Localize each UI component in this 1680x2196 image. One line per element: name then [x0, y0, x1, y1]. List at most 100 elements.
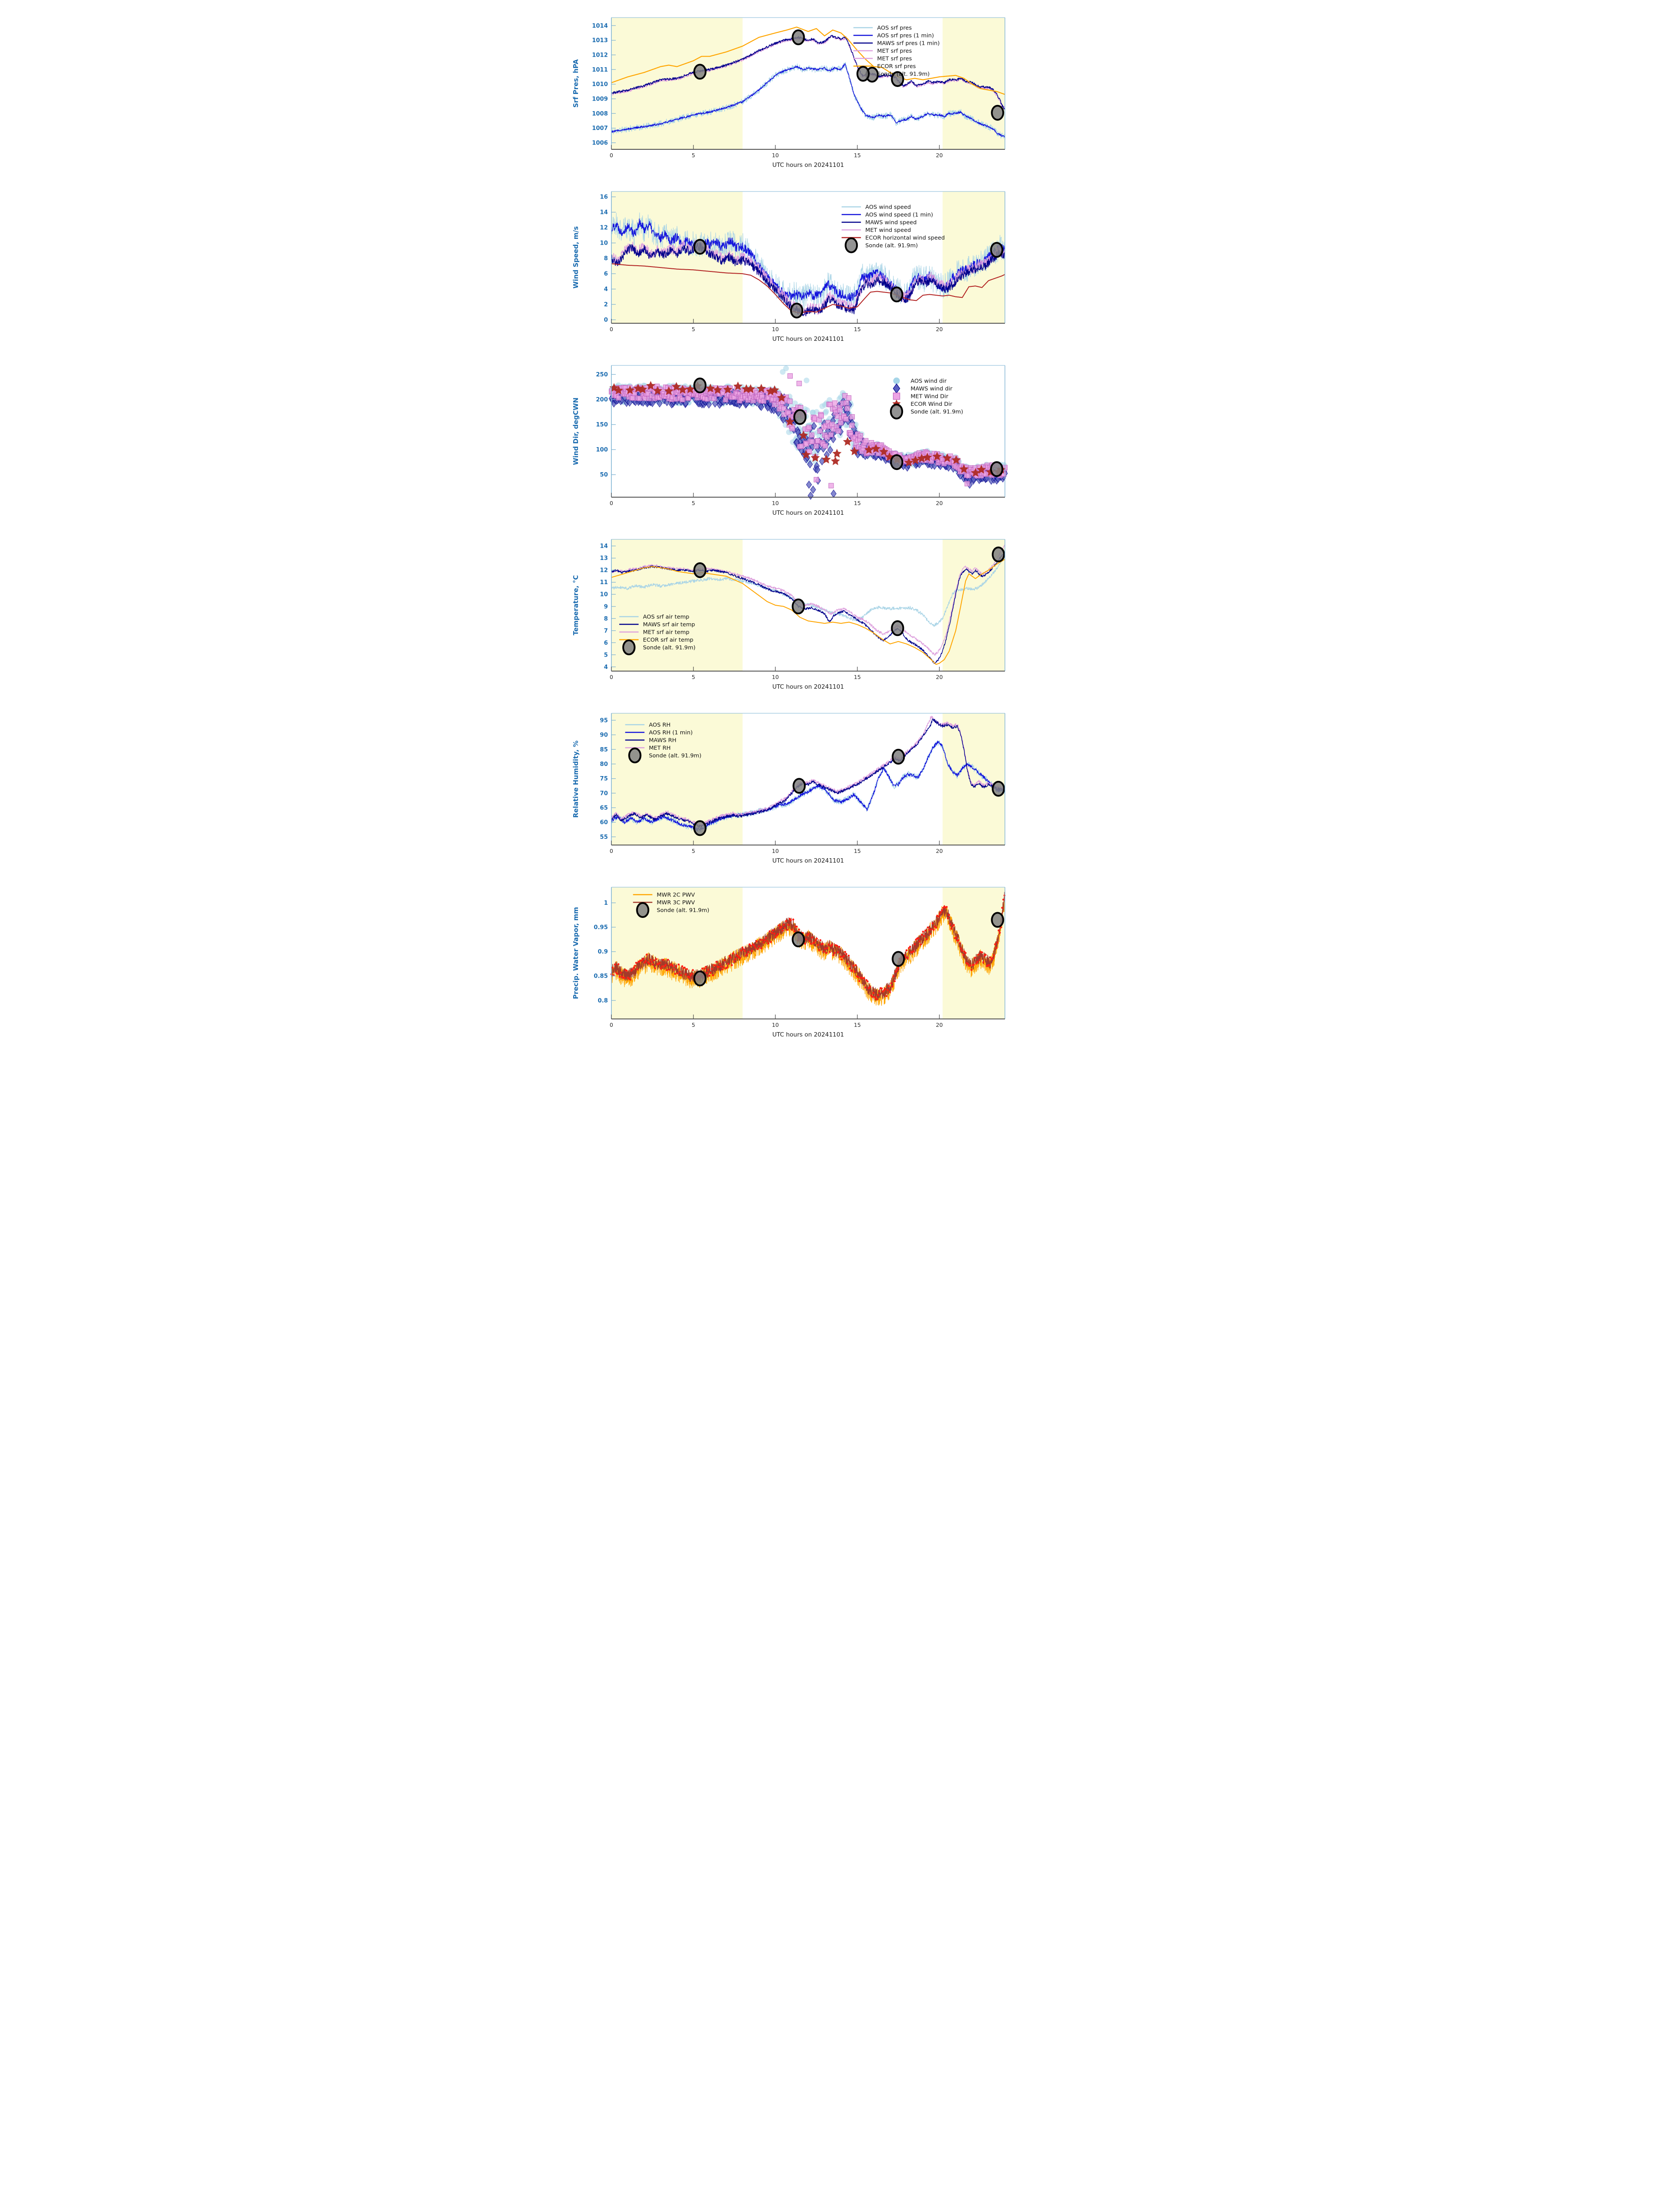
sonde-markers [693, 912, 1004, 986]
svg-text:MAWS wind dir: MAWS wind dir [910, 386, 953, 392]
wind-direction-plot: 50 100 150 200 250 0 5 10 15 20 UTC hours on 20241… [572, 365, 1008, 516]
y-axis-ticks: 4 5 6 7 8 9 10 11 12 13 14 [600, 543, 616, 671]
sonde-markers [693, 748, 1005, 836]
svg-text:Sonde (alt. 91.9m): Sonde (alt. 91.9m) [657, 907, 709, 914]
svg-text:20: 20 [936, 152, 943, 159]
x-axis-label: UTC hours on 20241101 [772, 162, 844, 169]
sonde-markers [693, 377, 1004, 477]
series-met-srf-air-temp [611, 544, 1005, 656]
svg-text:15: 15 [854, 326, 861, 332]
svg-text:0.95: 0.95 [594, 925, 608, 931]
wind-speed-chart: 0 2 4 6 8 10 12 14 16 0 5 10 15 20 UTC hours on 202411… [560, 174, 1120, 348]
y-axis-ticks: 50 100 150 200 250 [596, 372, 616, 478]
svg-text:60: 60 [600, 820, 608, 826]
x-axis-ticks: 0 5 10 15 20 [610, 319, 943, 332]
svg-text:1: 1 [604, 900, 608, 907]
y-axis-label: Wind Dir, degCWN [572, 397, 580, 465]
svg-text:MET srf pres: MET srf pres [877, 56, 912, 62]
sonde-markers [693, 238, 1004, 319]
svg-text:6: 6 [604, 640, 608, 647]
relative-humidity-plot: 55 60 65 70 75 80 85 90 95 0 5 10 15 20 UTC hours on 2… [572, 713, 1005, 864]
svg-text:0: 0 [610, 326, 613, 332]
svg-text:15: 15 [854, 152, 861, 159]
svg-text:MWR 2C PWV: MWR 2C PWV [657, 892, 695, 899]
svg-text:70: 70 [600, 790, 608, 797]
svg-text:15: 15 [854, 674, 861, 680]
series-maws-srf-pres-1-min- [611, 35, 1005, 110]
svg-text:Sonde (alt. 91.9m): Sonde (alt. 91.9m) [910, 409, 963, 415]
svg-text:8: 8 [604, 616, 608, 622]
svg-text:12: 12 [600, 567, 608, 574]
svg-text:MAWS wind speed: MAWS wind speed [865, 220, 917, 226]
svg-text:AOS srf air temp: AOS srf air temp [643, 614, 689, 621]
svg-text:1008: 1008 [592, 111, 608, 117]
series-aos-srf-pres [611, 62, 1005, 140]
svg-text:AOS RH: AOS RH [649, 722, 670, 729]
y-axis-label: Temperature, °C [572, 575, 580, 635]
svg-text:55: 55 [600, 834, 608, 841]
x-axis-ticks: 0 5 10 15 20 [610, 841, 943, 854]
svg-text:6: 6 [604, 271, 608, 278]
series-maws-wind-speed [611, 242, 1005, 317]
y-axis-label: Wind Speed, m/s [572, 226, 580, 289]
series-ecor-horizontal-wind-speed [611, 263, 1005, 314]
temperature-chart: 4 5 6 7 8 9 10 11 12 13 14 0 5 10 15 20 UTC hours on 202… [560, 522, 1120, 696]
svg-text:16: 16 [600, 194, 608, 201]
svg-text:MET RH: MET RH [649, 745, 671, 751]
surface-pressure-plot: 1006 1007 1008 1009 1010 1011 1012 1013 1014 0 5 10… [572, 17, 1005, 169]
svg-text:9: 9 [604, 603, 608, 610]
svg-text:5: 5 [604, 652, 608, 658]
svg-text:4: 4 [604, 286, 608, 293]
y-axis-label: Srf Pres, hPA [572, 59, 580, 108]
svg-text:4: 4 [604, 664, 608, 671]
y-axis-ticks: 0.8 0.85 0.9 0.95 1 [594, 900, 616, 1004]
relative-humidity-chart: 55 60 65 70 75 80 85 90 95 0 5 10 15 20 UTC hours on 2… [560, 696, 1120, 870]
svg-text:85: 85 [600, 747, 608, 753]
svg-text:15: 15 [854, 1022, 861, 1028]
svg-text:10: 10 [772, 326, 779, 332]
x-axis-label: UTC hours on 20241101 [772, 857, 844, 864]
svg-text:ECOR horizontal wind speed: ECOR horizontal wind speed [865, 235, 945, 242]
wind-speed-plot: 0 2 4 6 8 10 12 14 16 0 5 10 15 20 UTC hours on 202411… [572, 191, 1005, 343]
svg-text:AOS wind dir: AOS wind dir [910, 378, 947, 385]
svg-text:MET wind speed: MET wind speed [865, 227, 911, 234]
svg-text:12: 12 [600, 225, 608, 231]
svg-text:AOS srf pres: AOS srf pres [877, 25, 912, 32]
svg-text:0: 0 [610, 500, 613, 506]
series-mwr-3c-pwv [611, 892, 1005, 1001]
svg-text:150: 150 [596, 422, 608, 428]
svg-text:100: 100 [596, 447, 608, 453]
precip-water-vapor-chart: 0.8 0.85 0.9 0.95 1 0 5 10 15 20 UTC hours on 2024… [560, 870, 1120, 1044]
series-ecor-srf-air-temp [611, 559, 1005, 665]
svg-text:0.8: 0.8 [598, 997, 608, 1004]
svg-text:13: 13 [600, 555, 608, 562]
svg-text:75: 75 [600, 776, 608, 782]
series-maws-rh [611, 718, 1005, 828]
svg-text:5: 5 [692, 674, 695, 680]
shaded-band [611, 887, 743, 1019]
svg-text:7: 7 [604, 628, 608, 634]
svg-text:5: 5 [692, 326, 695, 332]
y-axis-ticks: 1006 1007 1008 1009 1010 1011 1012 1013 1014 [592, 23, 616, 147]
svg-text:MAWS srf air temp: MAWS srf air temp [643, 621, 695, 628]
svg-text:10: 10 [772, 500, 779, 506]
svg-text:Sonde (alt. 91.9m): Sonde (alt. 91.9m) [877, 71, 930, 78]
svg-text:11: 11 [600, 579, 608, 586]
svg-text:1009: 1009 [592, 96, 608, 103]
svg-text:200: 200 [596, 397, 608, 403]
surface-pressure-chart: 1006 1007 1008 1009 1010 1011 1012 1013 1014 0 5 10… [560, 0, 1120, 174]
svg-text:Sonde (alt. 91.9m): Sonde (alt. 91.9m) [643, 645, 696, 651]
svg-text:15: 15 [854, 848, 861, 854]
svg-text:20: 20 [936, 674, 943, 680]
svg-text:1013: 1013 [592, 37, 608, 44]
series-aos-srf-pres-1-min- [611, 63, 1005, 138]
svg-text:1011: 1011 [592, 67, 608, 73]
y-axis-ticks: 55 60 65 70 75 80 85 90 95 [600, 717, 616, 841]
sonde-markers [693, 546, 1005, 636]
svg-text:MET srf pres: MET srf pres [877, 48, 912, 54]
x-axis-ticks: 0 5 10 15 20 [610, 493, 943, 506]
